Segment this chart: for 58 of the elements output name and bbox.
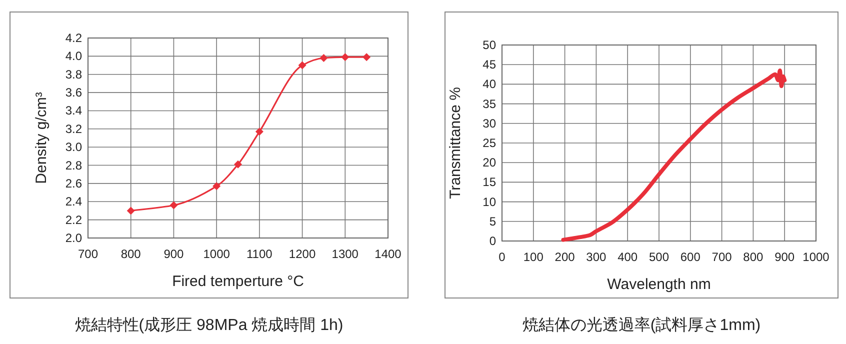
x-tick-label: 1100 [246, 247, 273, 261]
point [170, 201, 178, 210]
y-tick-label: 4.0 [65, 49, 82, 64]
y-axis-title: Transmittance % [447, 87, 464, 199]
point [212, 182, 221, 190]
x-axis-title: Wavelength nm [607, 276, 711, 293]
y-tick-label: 2.0 [65, 231, 82, 245]
point [341, 53, 350, 62]
point [298, 61, 306, 70]
x-tick-label: 800 [120, 247, 142, 261]
x-tick-label: 100 [523, 250, 544, 264]
y-tick-label: 3.6 [65, 86, 82, 100]
y-tick-label: 15 [482, 175, 496, 190]
y-tick-label: 4.2 [65, 31, 82, 45]
y-tick-label: 3.2 [65, 122, 82, 136]
x-tick-label: 0 [498, 250, 506, 264]
x-tick-label: 800 [743, 250, 764, 264]
y-tick-label: 2.6 [65, 176, 82, 190]
x-tick-label: 900 [164, 247, 184, 261]
point [362, 53, 371, 62]
y-tick-label: 40 [482, 77, 496, 92]
y-tick-label: 30 [482, 116, 496, 130]
text: 焼結特性(成形圧 98MPa 焼成時間 1h) [74, 316, 344, 334]
y-tick-label: 10 [482, 194, 496, 209]
y-tick-label: 45 [482, 58, 496, 72]
x-tick-label: 700 [712, 250, 732, 264]
y-tick-label: 2.4 [65, 194, 82, 209]
x-tick-label: 1300 [332, 247, 359, 261]
y-tick-label: 5 [489, 214, 496, 228]
x-tick-label: 300 [586, 250, 607, 264]
x-axis-title: Fired temperture °C [172, 273, 304, 290]
y-tick-label: 0 [489, 234, 496, 248]
y-tick-label: 2.2 [65, 212, 82, 227]
x-tick-label: 500 [648, 250, 670, 264]
point [255, 128, 264, 136]
x-tick-label: 1000 [802, 250, 830, 264]
x-tick-label: 400 [618, 250, 638, 264]
y-tick-label: 50 [482, 38, 496, 52]
y-tick-label: 35 [482, 96, 496, 111]
x-tick-label: 600 [680, 250, 701, 264]
y-tick-label: 3.0 [65, 140, 82, 154]
y-tick-label: 20 [482, 156, 496, 170]
y-tick-label: 2.8 [65, 158, 82, 172]
x-tick-label: 700 [78, 247, 98, 261]
x-tick-label: 1200 [288, 247, 316, 261]
point [234, 160, 242, 168]
x-tick-label: 900 [774, 250, 795, 264]
point [126, 206, 135, 215]
line-series [561, 68, 787, 242]
point [320, 54, 328, 62]
y-tick-label: 3.4 [65, 104, 82, 118]
y-tick-label: 3.8 [65, 67, 82, 82]
x-tick-label: 200 [554, 250, 576, 264]
x-tick-label: 1400 [374, 247, 402, 261]
text: 焼結体の光透過率(試料厚さ1mm) [522, 316, 761, 334]
y-tick-label: 25 [482, 136, 496, 150]
x-tick-label: 1000 [203, 247, 230, 261]
y-axis-title: Density g/cm³ [33, 92, 50, 184]
